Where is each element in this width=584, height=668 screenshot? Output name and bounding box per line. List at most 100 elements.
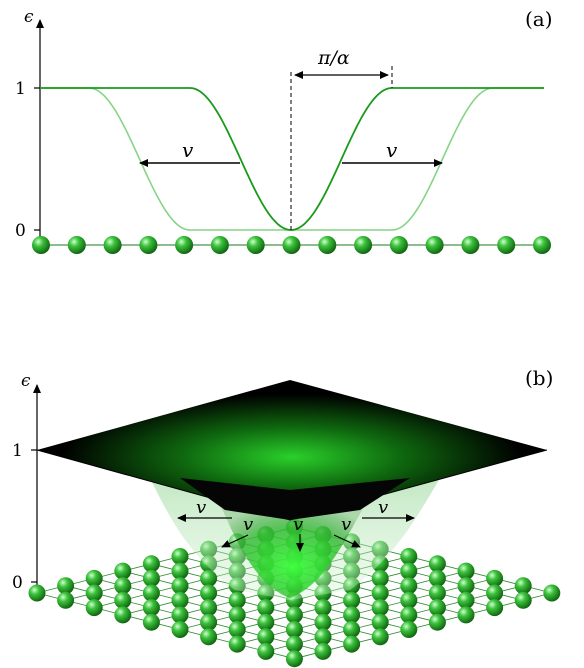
chain-atom (103, 236, 122, 254)
wide-profile-curve (40, 87, 544, 231)
chain-atom (354, 236, 373, 254)
lattice-atom (400, 606, 418, 624)
lattice-atom (142, 599, 160, 617)
panel-a-tick-one-label: 1 (15, 79, 26, 99)
lattice-atom (400, 577, 418, 595)
chain-atom (139, 236, 158, 254)
lattice-atom (543, 584, 561, 602)
chain-atom (497, 236, 516, 254)
lattice-atom (257, 628, 275, 646)
b-velocity-label-left: v (196, 497, 206, 518)
lattice-atom (457, 562, 475, 580)
b-velocity-label-center: v (293, 514, 303, 535)
chain-atom (389, 236, 408, 254)
chain-atom (318, 236, 337, 254)
lattice-atom (400, 591, 418, 609)
lattice-atom (285, 621, 303, 638)
lattice-atom (228, 635, 246, 653)
narrow-profile-curve (40, 87, 544, 231)
lattice-bond (208, 570, 467, 638)
lattice-atom (200, 584, 218, 602)
panel-b: (b) ϵ 1 0 v v v v v (12, 366, 561, 668)
lattice-atom (114, 562, 132, 580)
lattice-bond (265, 585, 524, 652)
lattice-bond (237, 578, 495, 645)
lattice-atom (400, 562, 418, 580)
lattice-atom (200, 569, 218, 587)
lattice-atom (428, 555, 446, 573)
lattice-atom (428, 584, 446, 602)
panel-a-y-axis-symbol: ϵ (24, 7, 34, 27)
lattice-atom (400, 621, 418, 638)
lattice-atom (200, 599, 218, 617)
lattice-atom (142, 584, 160, 602)
b-velocity-label-inner-right: v (341, 514, 351, 535)
lattice-atom (228, 591, 246, 609)
lattice-atom (200, 628, 218, 646)
lattice-atom (400, 548, 418, 565)
lattice-atom (171, 577, 189, 595)
lattice-atom (28, 584, 46, 602)
width-label: π/α (317, 47, 350, 69)
lattice-atom (314, 599, 332, 617)
lattice-bond (294, 592, 552, 660)
chain-atom (67, 236, 86, 254)
lattice-atom (171, 548, 189, 565)
chain-atom (246, 236, 265, 254)
chain-atom (32, 236, 50, 254)
lattice-atom (200, 613, 218, 631)
chain-atom (210, 236, 229, 254)
lattice-atom (457, 591, 475, 609)
lattice-atom (514, 577, 532, 595)
lattice-atom (171, 606, 189, 624)
atom-chain (32, 236, 551, 254)
lattice-atom (114, 606, 132, 624)
b-velocity-arrow-inner-right (333, 534, 361, 548)
lattice-atom (457, 577, 475, 595)
lattice-atom (171, 591, 189, 609)
lattice-atom (514, 591, 532, 609)
lattice-atom (428, 613, 446, 631)
lattice-atom (486, 599, 504, 617)
lattice-atom (343, 621, 361, 638)
lattice-atom (428, 569, 446, 587)
lattice-atom (228, 606, 246, 624)
inner-well-funnel (215, 492, 372, 598)
lattice-atom (371, 628, 389, 646)
lattice-bond (94, 578, 352, 645)
lattice-atom (142, 555, 160, 573)
lattice-atom (142, 613, 160, 631)
lattice-bond (122, 570, 381, 638)
lattice-atom (314, 642, 332, 660)
well-rim (180, 478, 410, 520)
lattice-atom (257, 599, 275, 617)
lattice-atom (428, 599, 446, 617)
panel-a-label: (a) (525, 7, 553, 31)
lattice-atom (343, 591, 361, 609)
b-velocity-label-right: v (378, 497, 388, 518)
lattice-atom (85, 599, 103, 617)
lattice-atom (285, 650, 303, 668)
lattice-atom (343, 635, 361, 653)
lattice-atom (228, 621, 246, 638)
lattice-atom (371, 569, 389, 587)
lattice-atom (57, 591, 75, 609)
lattice-atom (457, 606, 475, 624)
lattice-atom (114, 577, 132, 595)
lattice-atom (486, 584, 504, 602)
velocity-label-left: v (182, 138, 194, 162)
lattice-atom (257, 642, 275, 660)
panel-b-tick-zero-label: 0 (12, 573, 23, 593)
lattice-atom (486, 569, 504, 587)
lattice-atom (85, 584, 103, 602)
velocity-label-right: v (386, 138, 398, 162)
lattice-atom (142, 569, 160, 587)
chain-atom (533, 236, 551, 254)
lattice-atom (257, 613, 275, 631)
lattice-atom (371, 584, 389, 602)
lattice-atom (285, 606, 303, 624)
lattice-atom (114, 591, 132, 609)
lattice-bond (65, 585, 324, 652)
lattice-atom (85, 569, 103, 587)
